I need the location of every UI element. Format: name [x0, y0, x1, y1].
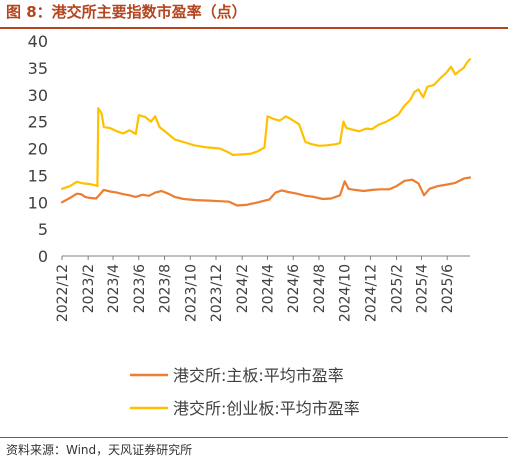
pe-ratio-line-chart: 0 5 10 15 20 25 30 35 40 2022/12 2023/2 2023/4 2023…	[28, 32, 472, 418]
series-line-gem	[60, 58, 472, 190]
x-axis: 2022/12 2023/2 2023/4 2023/6 2023/8 2023/10 20…	[55, 255, 470, 322]
x-tick-label: 2022/12	[55, 264, 71, 322]
plot-area	[60, 58, 472, 207]
source-note: 资料来源：Wind，天风证券研究所	[6, 443, 193, 457]
x-tick-label: 2023/12	[209, 264, 225, 322]
y-tick-label: 20	[28, 140, 48, 159]
y-tick-label: 40	[28, 32, 48, 51]
x-tick-label: 2024/2	[235, 264, 251, 313]
figure-title: 图 8：港交所主要指数市盈率（点）	[6, 3, 247, 21]
x-tick-label: 2023/8	[158, 264, 174, 313]
x-tick-label: 2024/6	[286, 264, 302, 313]
y-tick-label: 15	[28, 166, 48, 185]
title-divider	[0, 27, 508, 29]
x-tick-label: 2024/8	[312, 264, 328, 313]
x-tick-label: 2025/6	[440, 264, 456, 313]
y-axis: 0 5 10 15 20 25 30 35 40	[28, 32, 48, 266]
y-tick-label: 5	[38, 220, 48, 239]
legend-label: 港交所:主板:平均市盈率	[173, 366, 344, 385]
y-tick-label: 30	[28, 86, 48, 105]
x-tick-label: 2025/4	[414, 264, 430, 313]
x-tick-label: 2024/12	[363, 264, 379, 322]
footer-divider	[0, 437, 508, 438]
y-tick-label: 25	[28, 113, 48, 132]
x-tick-label: 2023/4	[106, 264, 122, 313]
series-line-main-board	[60, 176, 472, 207]
y-tick-label: 10	[28, 193, 48, 212]
legend-label: 港交所:创业板:平均市盈率	[173, 399, 360, 418]
x-tick-label: 2023/10	[183, 264, 199, 322]
y-tick-label: 35	[28, 59, 48, 78]
x-tick-label: 2023/2	[81, 264, 97, 313]
x-tick-label: 2025/2	[390, 264, 406, 313]
x-tick-label: 2024/10	[338, 264, 354, 322]
y-tick-label: 0	[38, 247, 48, 266]
x-tick-label: 2023/6	[132, 264, 148, 313]
x-tick-label: 2024/4	[260, 264, 276, 313]
